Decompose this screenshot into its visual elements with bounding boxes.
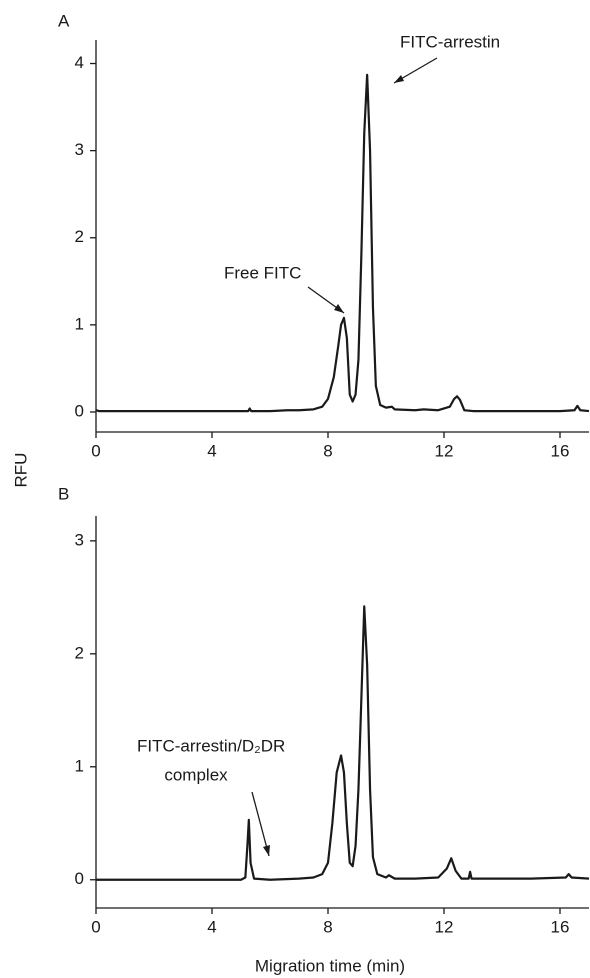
y-tick-label: 4 (75, 53, 84, 72)
y-tick-label: 0 (75, 869, 84, 888)
panel-label: A (58, 11, 70, 30)
arrow-head (394, 75, 404, 83)
x-tick-label: 0 (91, 917, 100, 936)
x-tick-label: 0 (91, 441, 100, 460)
y-tick-label: 1 (75, 756, 84, 775)
y-tick-label: 2 (75, 227, 84, 246)
y-tick-label: 3 (75, 140, 84, 159)
x-tick-label: 12 (435, 441, 454, 460)
x-tick-label: 8 (323, 441, 332, 460)
annotation: FITC-arrestin (400, 32, 500, 51)
y-tick-label: 2 (75, 643, 84, 662)
y-tick-label: 0 (75, 401, 84, 420)
y-axis-label: RFU (11, 453, 30, 488)
arrow-head (263, 845, 270, 856)
arrow-head (334, 304, 344, 313)
trace (95, 73, 590, 413)
annotation: complex (164, 765, 228, 784)
x-tick-label: 4 (207, 441, 216, 460)
y-tick-label: 3 (75, 530, 84, 549)
x-tick-label: 16 (551, 441, 570, 460)
annotation: FITC-arrestin/D₂DR (137, 736, 285, 755)
annotation: Free FITC (224, 263, 301, 282)
x-tick-label: 8 (323, 917, 332, 936)
x-axis-label: Migration time (min) (255, 956, 405, 975)
x-tick-label: 16 (551, 917, 570, 936)
y-tick-label: 1 (75, 314, 84, 333)
annotation-arrow (251, 791, 270, 857)
x-tick-label: 4 (207, 917, 216, 936)
panel-label: B (58, 484, 69, 503)
x-tick-label: 12 (435, 917, 454, 936)
trace (96, 605, 590, 881)
